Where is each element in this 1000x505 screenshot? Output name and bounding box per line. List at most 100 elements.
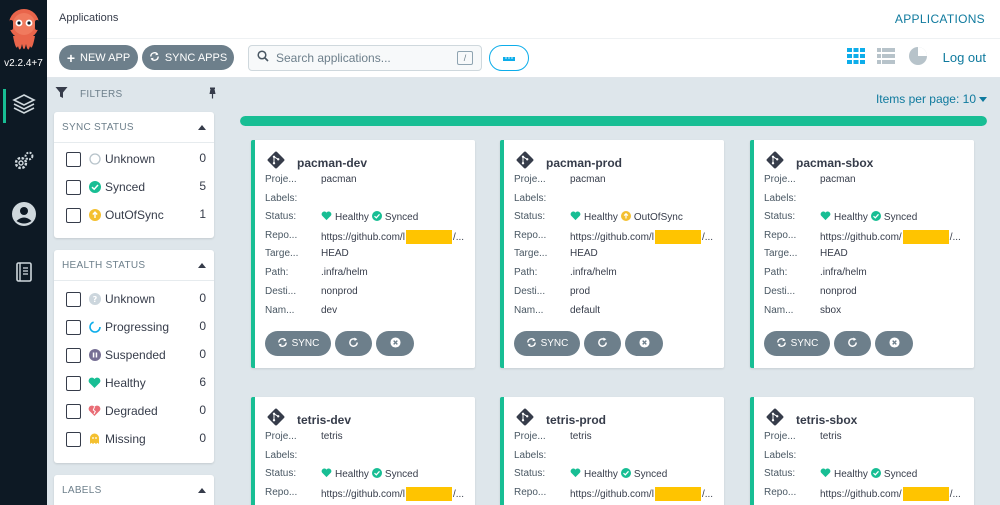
- collapse-caret-icon[interactable]: [198, 488, 206, 493]
- filter-health-healthy[interactable]: Healthy 6: [66, 374, 206, 392]
- collapse-caret-icon[interactable]: [198, 125, 206, 130]
- search-icon: [257, 49, 269, 67]
- checkbox[interactable]: [66, 291, 81, 307]
- field-value: pacman: [820, 174, 856, 185]
- field-label: Repo...: [764, 487, 797, 498]
- filter-health-degraded[interactable]: Degraded 0: [66, 402, 206, 420]
- checkbox[interactable]: [66, 347, 81, 363]
- list-view-icon[interactable]: [876, 46, 896, 66]
- field-value: Healthy OutOfSync: [570, 211, 683, 224]
- field-label: Status:: [764, 211, 796, 222]
- filter-health-progressing[interactable]: Progressing 0: [66, 318, 206, 336]
- checkbox[interactable]: [66, 375, 81, 391]
- filters-header: FILTERS: [47, 78, 235, 108]
- redacted-mask: [654, 487, 701, 501]
- field-project: Proje... pacman: [764, 174, 974, 185]
- filter-toggle-button[interactable]: [489, 45, 529, 71]
- plus-icon: +: [66, 49, 76, 66]
- application-tile-tetris-sbox[interactable]: tetris-sbox Proje... tetris Labels: Statu…: [750, 397, 974, 505]
- search-input[interactable]: [276, 51, 446, 65]
- sync-apps-button[interactable]: SYNC APPS: [142, 45, 234, 70]
- delete-button[interactable]: [376, 331, 414, 356]
- field-label: Nam...: [764, 305, 794, 316]
- filter-health-suspended[interactable]: Suspended 0: [66, 346, 206, 364]
- sync-button-label: SYNC: [540, 338, 569, 349]
- checkbox[interactable]: [66, 319, 81, 335]
- filter-sync-synced[interactable]: Synced 5: [66, 178, 206, 196]
- repo-suffix: /...: [452, 488, 465, 500]
- filter-label: Healthy: [105, 376, 146, 390]
- items-per-page-dropdown[interactable]: Items per page: 10: [876, 92, 987, 106]
- application-tile-tetris-prod[interactable]: tetris-prod Proje... tetris Labels: Statu…: [500, 397, 724, 505]
- logout-link[interactable]: Log out: [942, 50, 986, 65]
- spinner-icon: [88, 321, 101, 334]
- gears-icon: [12, 149, 36, 178]
- field-path: Path: .infra/helm: [764, 267, 974, 278]
- nav-applications[interactable]: [0, 86, 47, 126]
- git-icon: [766, 408, 784, 431]
- search-shortcut-hint: /: [457, 51, 473, 65]
- nav-documentation[interactable]: [0, 254, 47, 294]
- checkbox[interactable]: [66, 179, 81, 195]
- filter-health-unknown[interactable]: ? Unknown 0: [66, 290, 206, 308]
- git-icon: [267, 151, 285, 174]
- field-label: Path:: [265, 267, 289, 278]
- field-namespace: Nam... dev: [265, 305, 475, 316]
- sync-button[interactable]: SYNC: [764, 331, 830, 356]
- close-circle-icon: [638, 336, 650, 351]
- summary-view-icon[interactable]: [908, 46, 928, 66]
- field-label: Targe...: [764, 248, 798, 259]
- sync-status-icon: [371, 468, 382, 481]
- checkbox[interactable]: [66, 207, 81, 223]
- field-project: Proje... pacman: [514, 174, 724, 185]
- field-value: pacman: [321, 174, 357, 185]
- filter-health-missing[interactable]: Missing 0: [66, 430, 206, 448]
- filter-sync-unknown[interactable]: Unknown 0: [66, 150, 206, 168]
- new-app-button[interactable]: + NEW APP: [59, 45, 138, 70]
- circle-outline-icon: [88, 153, 101, 166]
- field-label: Targe...: [514, 248, 548, 259]
- filter-sync-outofsync[interactable]: OutOfSync 1: [66, 206, 206, 224]
- nav-user-info[interactable]: [0, 196, 47, 236]
- collapse-caret-icon[interactable]: [198, 263, 206, 268]
- refresh-button[interactable]: [834, 331, 871, 356]
- application-tile-pacman-dev[interactable]: pacman-dev Proje... pacman Labels: Status…: [251, 140, 475, 368]
- application-tile-pacman-prod[interactable]: pacman-prod Proje... pacman Labels: Statu…: [500, 140, 724, 368]
- field-project: Proje... tetris: [265, 431, 475, 442]
- tiles-view-icon[interactable]: [846, 46, 866, 66]
- field-target: Targe... HEAD: [514, 248, 724, 259]
- application-tile-tetris-dev[interactable]: tetris-dev Proje... tetris Labels: Status…: [251, 397, 475, 505]
- sync-button[interactable]: SYNC: [514, 331, 580, 356]
- breadcrumb-applications[interactable]: APPLICATIONS: [894, 12, 985, 26]
- application-tile-pacman-sbox[interactable]: pacman-sbox Proje... pacman Labels: Statu…: [750, 140, 974, 368]
- sync-status-icon: [620, 211, 631, 224]
- filter-label: Degraded: [105, 404, 158, 418]
- checkbox[interactable]: [66, 431, 81, 447]
- field-value: .infra/helm: [820, 267, 867, 278]
- filter-count: 0: [199, 151, 206, 165]
- health-status-panel: HEALTH STATUS ? Unknown 0 Progressing 0 …: [54, 250, 214, 463]
- refresh-button[interactable]: [335, 331, 372, 356]
- field-value: Healthy Synced: [570, 468, 667, 481]
- checkbox[interactable]: [66, 151, 81, 167]
- pin-icon[interactable]: [207, 86, 218, 104]
- field-label: Proje...: [764, 431, 796, 442]
- nav-settings[interactable]: [0, 143, 47, 183]
- refresh-button[interactable]: [584, 331, 621, 356]
- field-repo: Repo... https://github.com/l /...: [514, 230, 724, 244]
- field-destination: Desti... nonprod: [265, 286, 475, 297]
- version-label: v2.2.4+7: [4, 58, 43, 69]
- argo-logo[interactable]: [4, 6, 44, 54]
- delete-button[interactable]: [875, 331, 913, 356]
- field-label: Labels:: [514, 450, 547, 461]
- close-circle-icon: [888, 336, 900, 351]
- field-label: Repo...: [764, 230, 797, 241]
- repo-prefix: https://github.com/l: [570, 488, 654, 500]
- field-value: sbox: [820, 305, 842, 316]
- checkbox[interactable]: [66, 403, 81, 419]
- delete-button[interactable]: [625, 331, 663, 356]
- heart-icon: [820, 468, 831, 481]
- sync-status: Synced: [633, 469, 668, 480]
- field-destination: Desti... nonprod: [764, 286, 974, 297]
- sync-button[interactable]: SYNC: [265, 331, 331, 356]
